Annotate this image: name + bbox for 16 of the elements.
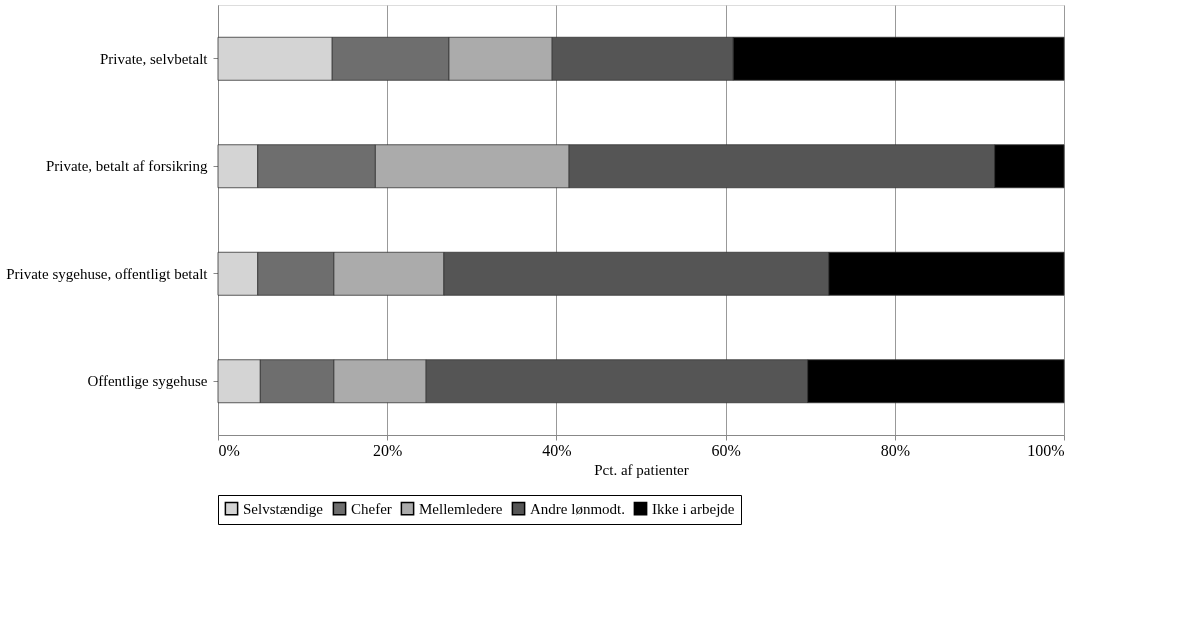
x-tick-label: 80% <box>880 441 910 459</box>
x-axis-title: Pct. af patienter <box>594 461 689 478</box>
y-tick-label: Private, betalt af forsikring <box>45 158 208 175</box>
y-tick-label: Private sygehuse, offentligt betalt <box>6 265 209 282</box>
y-tick-label: Private, selvbetalt <box>100 50 209 67</box>
x-tick-label: 40% <box>542 441 572 459</box>
x-tick-label: 20% <box>373 441 403 459</box>
legend-label: Ikke i arbejde <box>652 500 735 517</box>
x-tick-label: 100% <box>1027 441 1065 459</box>
x-tick-label: 60% <box>711 441 741 459</box>
x-tick-label: 0% <box>218 441 240 459</box>
legend-label: Andre lønmodt. <box>530 500 625 517</box>
legend-label: Mellemledere <box>419 500 503 517</box>
legend-label: Selvstændige <box>243 500 324 517</box>
legend-label: Chefer <box>351 500 392 517</box>
y-tick-label: Offentlige sygehuse <box>87 373 208 390</box>
